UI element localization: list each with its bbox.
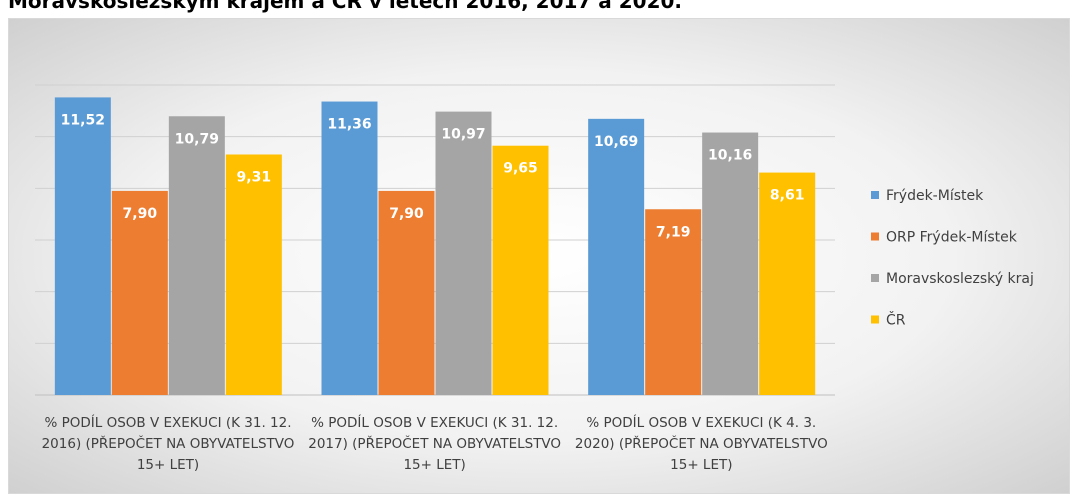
bar	[111, 190, 168, 395]
bar	[225, 154, 282, 395]
value-label: 11,52	[61, 112, 105, 128]
value-label: 8,61	[770, 188, 805, 204]
value-label: 10,16	[708, 148, 752, 164]
chart-title: Moravskoslezským krajem a ČR v letech 20…	[8, 0, 682, 13]
value-label: 11,36	[327, 117, 371, 133]
bar	[321, 101, 378, 396]
legend-swatch	[871, 232, 879, 241]
value-label: 9,65	[503, 161, 538, 177]
legend-swatch	[871, 315, 879, 324]
value-label: 7,90	[389, 206, 424, 222]
legend-label: ČR	[886, 311, 906, 329]
value-label: 10,69	[594, 134, 638, 150]
bar	[702, 132, 759, 396]
bar	[54, 97, 111, 396]
x-tick-label: % PODÍL OSOB V EXEKUCI (K 4. 3. 2020) (P…	[574, 415, 828, 473]
legend-label: Frýdek-Místek	[886, 188, 984, 204]
x-tick-label: % PODÍL OSOB V EXEKUCI (K 31. 12. 2016) …	[41, 415, 295, 473]
bar	[588, 118, 645, 395]
value-label: 7,19	[656, 224, 691, 240]
legend-label: Moravskoslezský kraj	[886, 271, 1034, 287]
bar	[168, 116, 225, 395]
bar	[378, 190, 435, 395]
bar	[435, 111, 492, 395]
value-label: 10,97	[441, 127, 485, 143]
bar	[645, 209, 702, 395]
value-label: 10,79	[175, 131, 219, 147]
value-label: 9,31	[237, 169, 272, 185]
value-label: 7,90	[123, 206, 158, 222]
x-tick-label: % PODÍL OSOB V EXEKUCI (K 31. 12. 2017) …	[308, 415, 562, 473]
bar	[759, 172, 816, 395]
legend-swatch	[871, 274, 879, 282]
legend-label: ORP Frýdek-Místek	[886, 230, 1018, 246]
bar	[492, 145, 549, 395]
legend-swatch	[871, 191, 879, 199]
